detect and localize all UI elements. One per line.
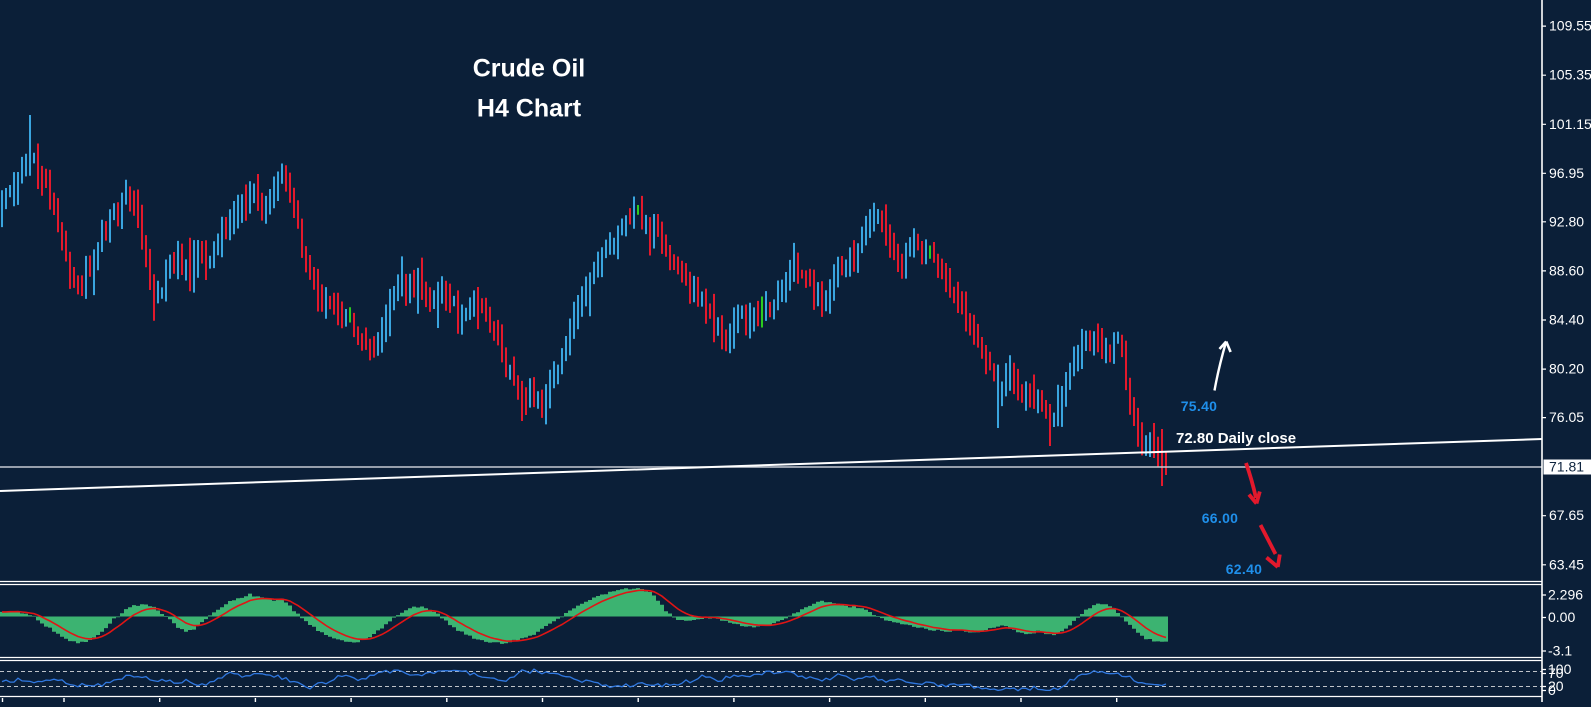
svg-text:88.60: 88.60 — [1549, 262, 1584, 278]
svg-text:66.00: 66.00 — [1202, 510, 1239, 526]
svg-text:Crude Oil: Crude Oil — [473, 55, 586, 83]
svg-text:96.95: 96.95 — [1549, 165, 1584, 181]
svg-text:84.40: 84.40 — [1549, 312, 1584, 328]
svg-text:92.80: 92.80 — [1549, 213, 1584, 229]
svg-text:2.296: 2.296 — [1548, 587, 1583, 603]
svg-text:0.00: 0.00 — [1548, 609, 1575, 625]
svg-text:-3.1: -3.1 — [1548, 643, 1572, 659]
svg-text:H4 Chart: H4 Chart — [477, 95, 582, 123]
svg-text:0: 0 — [1548, 682, 1556, 698]
svg-text:109.55: 109.55 — [1549, 18, 1591, 34]
svg-text:67.65: 67.65 — [1549, 507, 1584, 523]
svg-text:101.15: 101.15 — [1549, 116, 1591, 132]
svg-text:75.40: 75.40 — [1181, 398, 1218, 414]
svg-text:76.05: 76.05 — [1549, 409, 1584, 425]
svg-text:62.40: 62.40 — [1226, 561, 1263, 577]
svg-text:63.45: 63.45 — [1549, 556, 1584, 572]
svg-text:72.80 Daily close: 72.80 Daily close — [1176, 430, 1296, 447]
svg-text:105.35: 105.35 — [1549, 67, 1591, 83]
svg-text:71.81: 71.81 — [1549, 459, 1584, 475]
svg-text:80.20: 80.20 — [1549, 361, 1584, 377]
